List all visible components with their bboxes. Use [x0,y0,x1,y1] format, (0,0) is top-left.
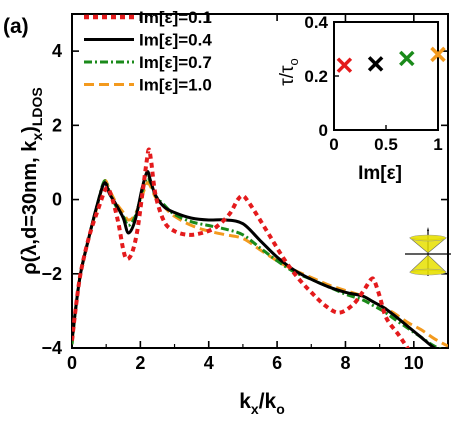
y-label-sub-ldos: LDOS [29,87,45,126]
inset-frame [333,21,439,131]
main-x-axis-label: kx/ko [239,390,285,417]
dirac-cone-icon [405,227,451,276]
x-tick-label: 2 [135,353,145,373]
inset-x-axis-label: Im[ε] [358,163,402,184]
inset-x-tick-label: 0.5 [374,135,398,154]
inset-ticks: 0 0.5 1 0 0.2 0.4 [304,13,442,154]
inset-data-point [367,56,384,72]
x-label-slash-k: /k [259,390,277,413]
inset-x-tick-label: 0 [329,135,338,154]
inset-points [336,46,446,73]
x-label-sub-x: x [251,401,259,417]
svg-text:ρ(λ,d=30nm, kx)LDOS: ρ(λ,d=30nm, kx)LDOS [19,87,45,274]
legend-label: Im[ε]=0.7 [139,53,212,72]
inset-plot: 0 0.5 1 0 0.2 0.4 [304,13,446,154]
y-label-close: ) [19,126,41,133]
legend: Im[ε]=0.1 Im[ε]=0.4 Im[ε]=0.7 Im[ε]=1.0 [84,8,212,95]
x-label-sub-o: o [276,401,285,417]
main-y-axis-label: ρ(λ,d=30nm, kx)LDOS [19,87,45,274]
x-tick-label: 6 [272,353,282,373]
inset-y-tick-label: 0.4 [304,13,328,32]
series-line-04 [72,170,438,348]
panel-label: (a) [3,15,29,38]
inset-data-point [336,57,353,73]
x-tick-label: 4 [204,353,214,373]
inset-y-label-main: τ/τ [277,65,298,86]
series-line-07 [72,175,443,348]
inset-x-tick-label: 1 [433,135,442,154]
series-line-10 [72,179,448,348]
x-tick-label: 0 [67,353,77,373]
x-label-k: k [239,390,251,413]
inset-y-label-sub: o [286,58,301,65]
y-tick-label: 2 [52,115,62,135]
inset-y-axis-label: τ/τo [277,58,301,86]
inset-y-tick-label: 0.2 [304,67,328,86]
x-tick-label: 10 [404,353,424,373]
svg-text:τ/τo: τ/τo [277,58,301,86]
inset-data-point [430,46,446,63]
y-tick-label: −4 [41,338,62,358]
inset-data-point [399,50,415,67]
x-tick-label: 8 [340,353,350,373]
legend-label: Im[ε]=0.4 [139,31,212,50]
y-label-main: ρ(λ,d=30nm, k [19,140,41,275]
y-tick-label: 0 [52,190,62,210]
y-label-sub-x: x [29,133,45,141]
main-plot-frame [71,13,449,349]
series-line-01 [72,147,410,348]
y-tick-label: −2 [41,264,62,284]
main-series-group [72,147,448,348]
legend-label: Im[ε]=1.0 [139,76,212,95]
legend-label: Im[ε]=0.1 [139,8,212,27]
y-tick-label: 4 [52,41,62,61]
inset-y-tick-label: 0 [319,121,328,140]
